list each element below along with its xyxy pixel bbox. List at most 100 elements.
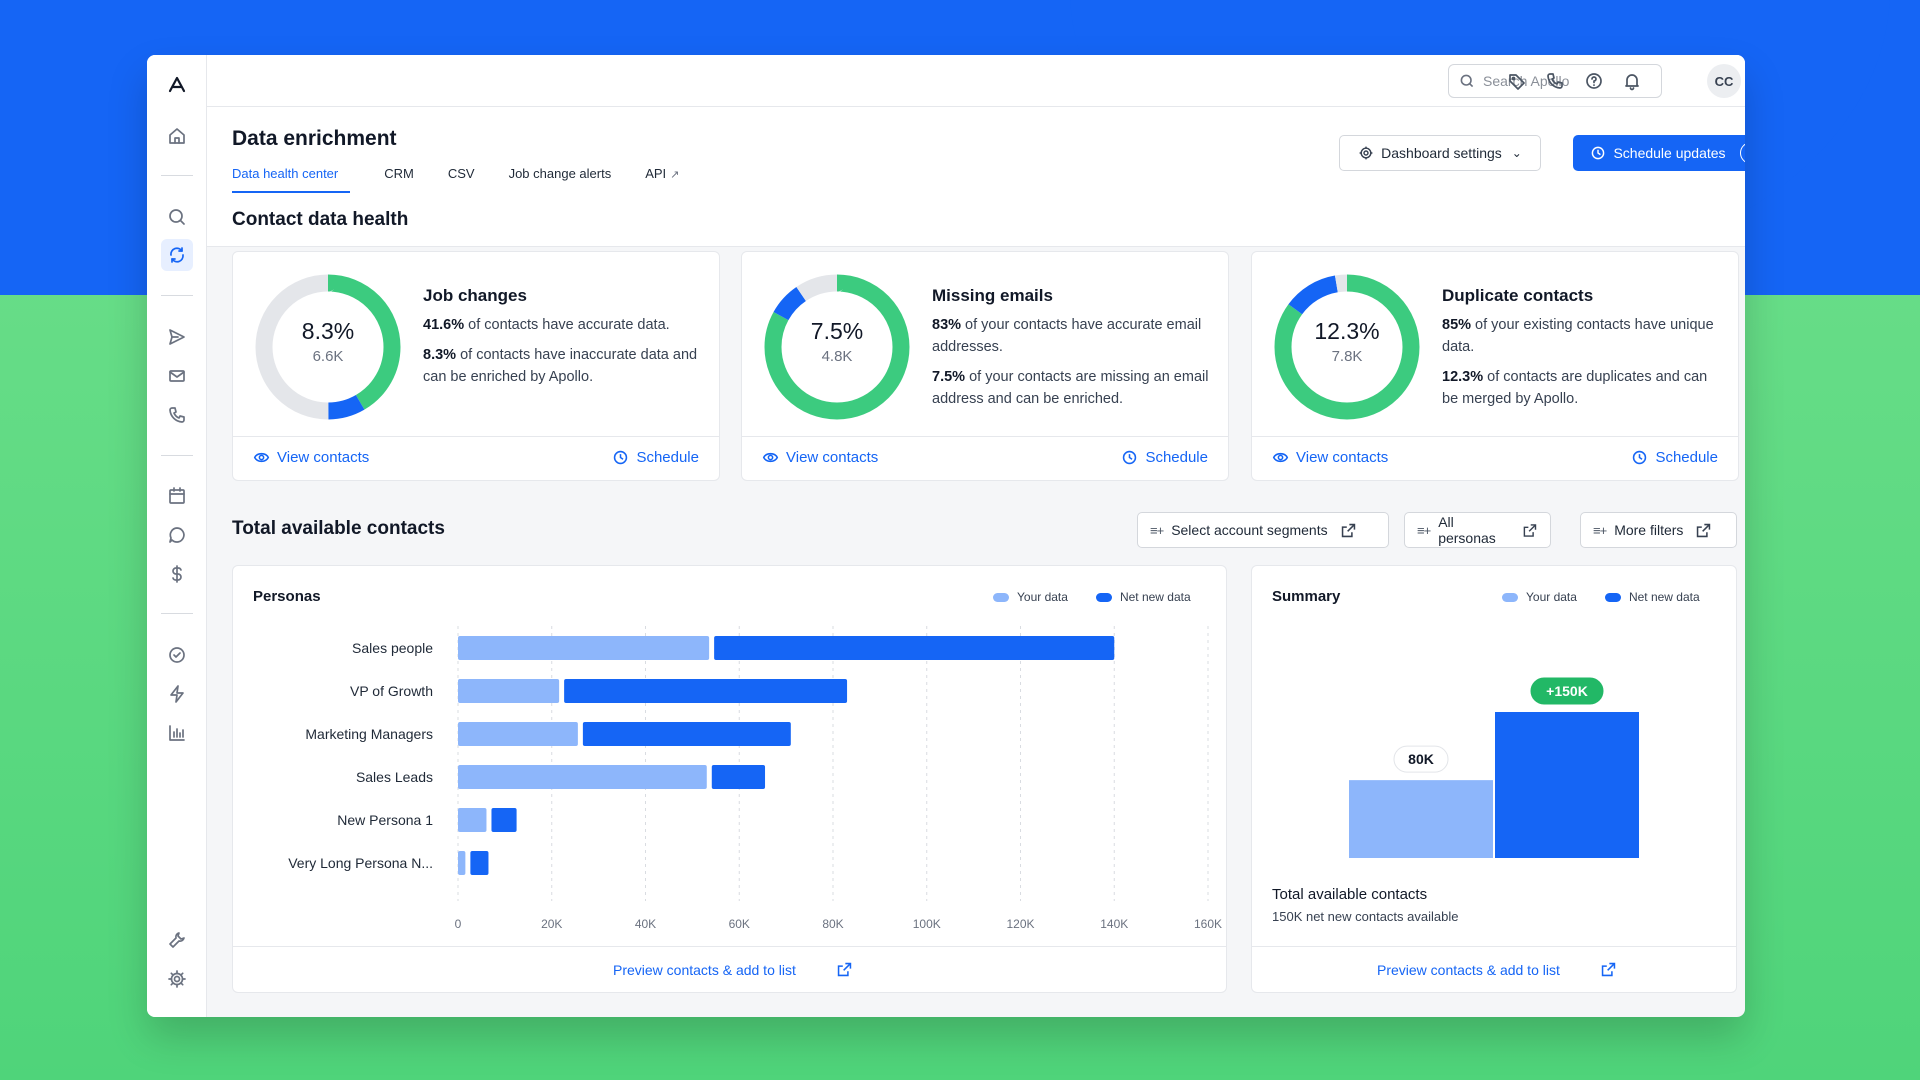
dollar-icon[interactable] — [166, 563, 188, 585]
health-card-footer: View contacts Schedule — [233, 436, 719, 480]
data-enrichment-icon[interactable] — [161, 239, 193, 271]
bar-your-data[interactable] — [458, 851, 466, 875]
view-contacts-link[interactable]: View contacts — [1272, 449, 1388, 466]
health-card-title: Duplicate contacts — [1442, 286, 1594, 305]
x-tick-label: 0 — [455, 917, 462, 931]
donut-segment-gray — [764, 274, 910, 420]
bell-icon[interactable] — [1622, 71, 1642, 91]
clock-icon — [614, 450, 628, 465]
home-icon[interactable] — [166, 125, 188, 147]
health-card-footer: View contacts Schedule — [1252, 436, 1738, 480]
summary-bar-label: +150K — [1546, 683, 1588, 699]
clock-icon — [1123, 450, 1137, 465]
preview-contacts-link[interactable]: Preview contacts & add to list — [1377, 961, 1617, 978]
legend-your-data: Your data — [1502, 590, 1577, 604]
tools-icon[interactable] — [166, 929, 188, 951]
category-label: VP of Growth — [350, 683, 433, 699]
donut-count: 6.6K — [312, 348, 344, 365]
more-filters-button[interactable]: ≡+ More filters — [1580, 512, 1737, 548]
health-line-1: 83% of your contacts have accurate email… — [932, 317, 1202, 355]
tab-api[interactable]: API ↗ — [645, 166, 680, 181]
calendar-icon[interactable] — [166, 485, 188, 507]
bar-net-new-data[interactable] — [491, 808, 517, 832]
chevron-down-icon: ⌄ — [1511, 146, 1522, 160]
bar-your-data[interactable] — [458, 765, 707, 789]
search-icon[interactable] — [166, 206, 188, 228]
schedule-updates-label: Schedule updates — [1613, 145, 1726, 161]
bar-your-data[interactable] — [458, 679, 560, 703]
health-line-1: 85% of your existing contacts have uniqu… — [1442, 317, 1714, 355]
schedule-updates-button[interactable]: Schedule updates 3 — [1573, 135, 1745, 171]
sidebar — [147, 55, 207, 1017]
bar-net-new-data[interactable] — [582, 722, 791, 746]
bar-net-new-data[interactable] — [564, 679, 848, 703]
clock-icon — [1633, 450, 1647, 465]
health-card-title: Job changes — [423, 286, 527, 305]
apollo-logo-icon[interactable] — [166, 73, 188, 95]
settings-icon[interactable] — [166, 968, 188, 990]
view-contacts-link[interactable]: View contacts — [253, 449, 369, 466]
dashboard-settings-button[interactable]: Dashboard settings ⌄ — [1339, 135, 1541, 171]
bar-your-data[interactable] — [458, 808, 487, 832]
schedule-link[interactable]: Schedule — [1631, 449, 1718, 466]
schedule-link[interactable]: Schedule — [612, 449, 699, 466]
avatar[interactable]: CC — [1707, 64, 1741, 98]
tag-icon[interactable] — [1507, 71, 1527, 91]
health-card-title: Missing emails — [932, 286, 1053, 305]
all-personas-button[interactable]: ≡+ All personas — [1404, 512, 1551, 548]
bar-your-data[interactable] — [458, 636, 710, 660]
preview-contacts-link[interactable]: Preview contacts & add to list — [613, 961, 853, 978]
help-icon[interactable] — [1584, 71, 1604, 91]
personas-chart: 0 20K 40K 60K 80K 100K 120K 140K 160K Sales peopl… — [288, 626, 1222, 931]
summary-bar-1[interactable] — [1495, 712, 1639, 858]
schedule-link[interactable]: Schedule — [1121, 449, 1208, 466]
app-window: Search Apollo CC Data enrichment Data he… — [147, 55, 1745, 1017]
bar-net-new-data[interactable] — [470, 851, 489, 875]
x-tick-label: 40K — [635, 917, 656, 931]
external-link-icon — [1341, 523, 1355, 537]
chat-icon[interactable] — [166, 524, 188, 546]
phone-icon[interactable] — [166, 404, 188, 426]
view-contacts-link[interactable]: View contacts — [762, 449, 878, 466]
x-tick-label: 100K — [913, 917, 941, 931]
tab-data-health-center[interactable]: Data health center — [232, 166, 351, 193]
tab-csv[interactable]: CSV — [447, 166, 475, 181]
legend-net-new-data: Net new data — [1604, 590, 1700, 604]
check-circle-icon[interactable] — [166, 644, 188, 666]
health-line-2: 7.5% of your contacts are missing an ema… — [932, 369, 1209, 407]
health-line-2: 12.3% of contacts are duplicates and can… — [1442, 369, 1708, 407]
summary-legend: Your data Net new data — [1502, 590, 1728, 604]
lightning-icon[interactable] — [166, 683, 188, 705]
health-card-footer: View contacts Schedule — [742, 436, 1228, 480]
external-link-icon: ↗ — [670, 169, 680, 181]
sidebar-divider — [161, 175, 193, 176]
bar-net-new-data[interactable] — [711, 765, 766, 789]
x-tick-label: 80K — [822, 917, 843, 931]
summary-total-label: Total available contacts — [1272, 886, 1428, 903]
send-icon[interactable] — [166, 326, 188, 348]
sidebar-divider — [161, 295, 193, 296]
bar-chart-icon[interactable] — [166, 722, 188, 744]
health-line-1: 41.6% of contacts have accurate data. — [423, 317, 670, 333]
category-label: Very Long Persona N... — [288, 855, 433, 871]
mail-icon[interactable] — [166, 365, 188, 387]
total-available-contacts-title: Total available contacts — [232, 518, 445, 539]
clock-icon — [1592, 146, 1605, 160]
health-card-1: 7.5% 4.8K Missing emails 83% of your con… — [741, 251, 1229, 481]
bar-net-new-data[interactable] — [714, 636, 1115, 660]
tab-job-change-alerts[interactable]: Job change alerts — [508, 166, 612, 181]
legend-net-new-data: Net new data — [1095, 590, 1191, 604]
summary-total-sub: 150K net new contacts available — [1272, 909, 1459, 924]
tab-crm[interactable]: CRM — [384, 166, 414, 181]
phone-icon[interactable] — [1545, 71, 1565, 91]
bar-your-data[interactable] — [458, 722, 578, 746]
select-account-segments-button[interactable]: ≡+ Select account segments — [1137, 512, 1389, 548]
sidebar-divider — [161, 455, 193, 456]
eye-icon — [253, 452, 270, 463]
summary-bar-0[interactable] — [1349, 780, 1493, 858]
summary-card: Summary Your data Net new data 80K +150K … — [1251, 565, 1737, 993]
page-header: Data enrichment Data health center CRM C… — [207, 107, 1745, 247]
external-link-icon — [1601, 962, 1616, 977]
summary-footer: Preview contacts & add to list — [1252, 946, 1736, 992]
external-link-icon — [1523, 523, 1537, 537]
